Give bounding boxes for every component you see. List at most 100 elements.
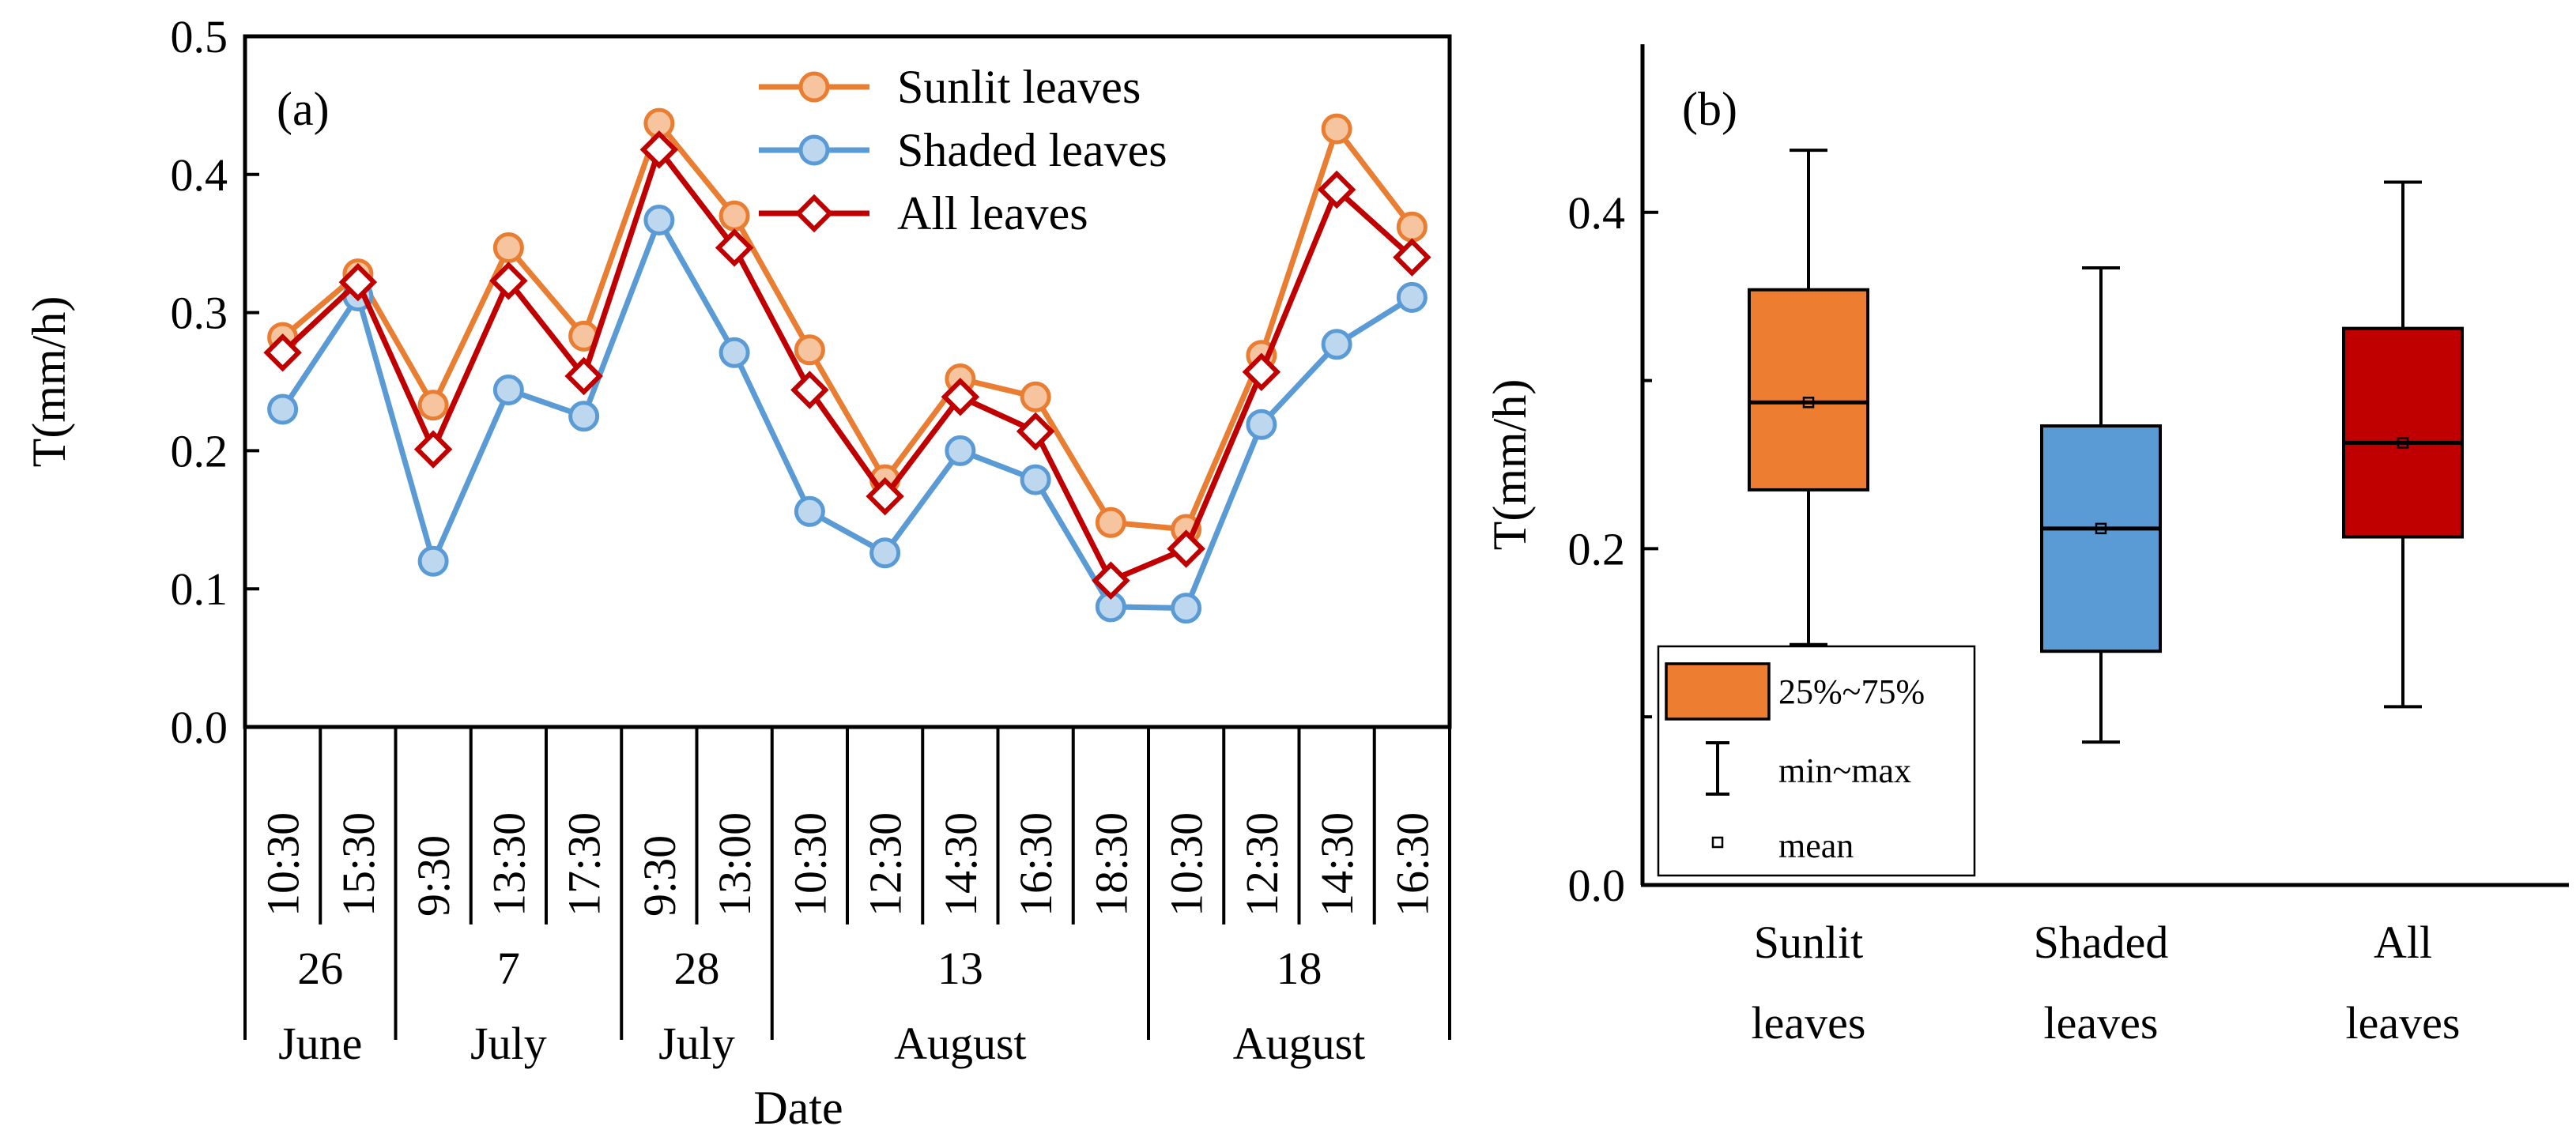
panel-b-mean-marker [2095,522,2107,535]
panel-b-iqr-box [1748,288,1869,491]
panel-b-box-chart: 0.0 0.2 0.4 Sunlit leaves Shaded leaves All lea… [1484,44,2569,1049]
panel-a-legend-marker [794,194,834,233]
panel-a-data-point [1246,409,1277,440]
panel-a-ytick-label: 0.2 [171,425,228,476]
panel-b-ytick-label: 0.4 [1568,187,1626,239]
panel-b-ytick-label: 0.0 [1568,860,1626,911]
panel-a-data-point [568,401,600,432]
panel-a-data-point [945,435,976,466]
panel-b-category-label: Sunlit [1754,917,1864,968]
panel-a-time-label: 9:30 [634,835,685,917]
panel-a-time-label: 16:30 [1010,812,1062,917]
panel-a-ytick-label: 0.3 [171,288,228,339]
panel-b-box-sunlit-leaves [1748,149,1869,646]
panel-a-data-point [718,200,750,232]
panel-a-data-point [643,204,675,235]
panel-a-time-label: 13:30 [483,812,534,917]
panel-a-date-month: August [1233,1018,1366,1069]
panel-a-time-label: 10:30 [1161,812,1213,917]
panel-a-data-point [489,262,528,300]
panel-a-date-day: 18 [1277,943,1322,994]
panel-a-data-point [263,333,302,372]
panel-a-date-month: June [278,1018,362,1069]
panel-a-data-point [492,232,524,263]
panel-b-ytick-label: 0.2 [1568,523,1626,574]
panel-b-category-label: leaves [2044,997,2159,1049]
panel-a-legend: Sunlit leaves Shaded leaves All leaves [759,61,1167,239]
panel-a-series-line [281,120,1415,533]
panel-a-ytick-label: 0.5 [171,11,228,62]
panel-a-data-point [1396,281,1428,313]
panel-a-time-label: 9:30 [408,835,459,917]
panel-a-data-point [715,228,754,267]
panel-a-date-day: 26 [297,943,343,994]
panel-b-category-label: leaves [2346,997,2461,1049]
panel-a-data-point [1095,506,1126,538]
panel-a-data-point [1321,113,1352,145]
panel-a-xlabel: Date [753,1082,843,1134]
panel-a-line-chart: 0.0 0.1 0.2 0.3 0.4 0.5 10:30 15:30 9:30 13:30 17… [23,11,1452,1134]
panel-a-time-label: 10:30 [784,812,835,917]
panel-a-legend-marker [798,134,830,166]
panel-a-data-point [564,356,603,396]
panel-a-date-month: July [658,1018,735,1069]
panel-a-data-point [718,337,750,368]
panel-a-legend-label: Sunlit leaves [897,61,1141,113]
panel-a-label: (a) [277,83,330,135]
panel-a-ytick-label: 0.0 [171,702,228,753]
panel-a-data-point [1092,561,1130,600]
panel-a-data-point [866,476,904,516]
panel-a-data-point [941,377,980,416]
panel-a-series-line [280,217,1414,612]
panel-b-legend-box-label: 25%~75% [1778,672,1925,711]
panel-a-time-label: 18:30 [1085,812,1137,917]
panel-a-time-label: 12:30 [860,812,911,917]
panel-a-data-point [1321,329,1352,360]
panel-b-legend-whisker-label: min~max [1778,751,1911,790]
panel-a-data-point [794,334,825,366]
panel-a-time-label: 14:30 [935,812,986,917]
panel-a-legend-label: Shaded leaves [897,124,1167,176]
panel-b-category-label: leaves [1752,997,1866,1049]
panel-a-data-point [1020,381,1051,412]
panel-a-series-sunlit-leaves [267,107,1428,545]
panel-a-time-label: 15:30 [333,812,384,917]
panel-a-data-point [1242,352,1281,392]
panel-a-time-label: 16:30 [1386,812,1438,917]
panel-b-mean-marker [1802,397,1815,409]
panel-a-data-point [869,537,901,569]
panel-b-legend-box-swatch [1665,662,1771,721]
panel-b-box-all-leaves [2342,180,2464,709]
panel-a-data-point [790,371,829,409]
panel-a-data-point [1167,529,1205,568]
panel-a-time-label: 14:30 [1311,812,1363,917]
panel-b-ylabel: T(mm/h) [1484,379,1536,551]
panel-b-box-shaded-leaves [2040,266,2162,744]
panel-b-legend-mean-swatch [1711,836,1724,849]
panel-a-data-point [1393,238,1431,277]
panel-a-data-point [1396,211,1428,243]
panel-a-data-point [492,374,524,405]
panel-a-ylabel: T(mm/h) [23,296,75,468]
panel-a-time-label: 12:30 [1236,812,1288,917]
panel-a-data-point [1020,464,1051,495]
panel-a-ytick-label: 0.4 [171,149,228,201]
panel-a-data-point [1016,412,1055,451]
panel-a-series-all-leaves [263,130,1431,600]
panel-a-time-label: 10:30 [258,812,309,917]
panel-a-data-point [267,394,299,425]
panel-a-data-point [413,430,453,469]
panel-a-data-point [1171,593,1202,624]
panel-a-date-month: August [894,1018,1027,1069]
panel-a-date-day: 28 [674,943,720,994]
panel-a-data-point [639,130,679,169]
panel-b-legend: 25%~75% min~max mean [1657,645,1976,877]
panel-a-date-month: July [470,1018,547,1069]
panel-b-category-label: All [2374,917,2432,968]
panel-a-data-point [417,545,449,577]
panel-a-date-day: 7 [497,943,520,994]
panel-a-data-point [794,495,825,527]
panel-b-iqr-box [2040,424,2162,653]
panel-a-legend-label: All leaves [897,187,1088,239]
